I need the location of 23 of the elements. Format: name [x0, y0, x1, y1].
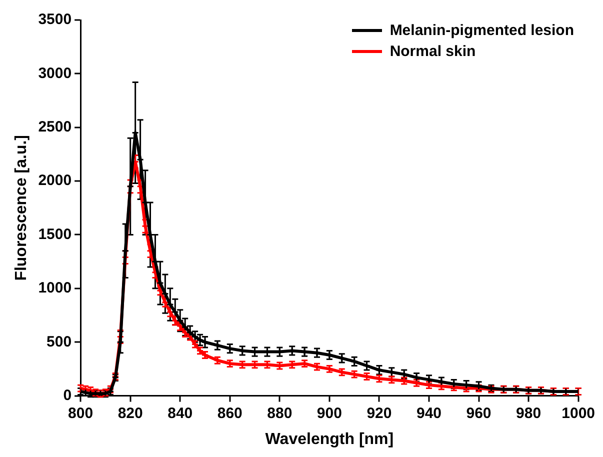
x-tick-label: 880 — [267, 404, 292, 422]
x-tick-label: 980 — [516, 404, 542, 422]
x-tick-label: 840 — [168, 404, 193, 422]
legend-label: Melanin-pigmented lesion — [390, 22, 574, 39]
x-tick-label: 860 — [217, 404, 242, 422]
x-tick-label: 920 — [366, 404, 392, 422]
x-tick-label: 820 — [118, 404, 143, 422]
y-tick-label: 3000 — [38, 64, 72, 82]
y-tick-label: 500 — [46, 333, 72, 350]
y-tick-label: 1500 — [38, 226, 72, 243]
x-tick-label: 960 — [466, 404, 492, 422]
x-tick-label: 800 — [68, 404, 94, 422]
y-tick-label: 3500 — [38, 11, 72, 28]
y-axis-title: Fluorescence [a.u.] — [13, 134, 30, 281]
x-tick-label: 940 — [416, 404, 442, 422]
x-tick-label: 1000 — [562, 404, 596, 422]
x-axis-title: Wavelength [nm] — [265, 430, 394, 448]
x-tick-label: 900 — [316, 404, 342, 422]
y-tick-label: 2500 — [38, 118, 72, 136]
y-tick-label: 1000 — [38, 280, 72, 297]
y-tick-label: 0 — [63, 386, 72, 404]
y-tick-label: 2000 — [38, 172, 72, 190]
legend-label: Normal skin — [390, 43, 476, 60]
